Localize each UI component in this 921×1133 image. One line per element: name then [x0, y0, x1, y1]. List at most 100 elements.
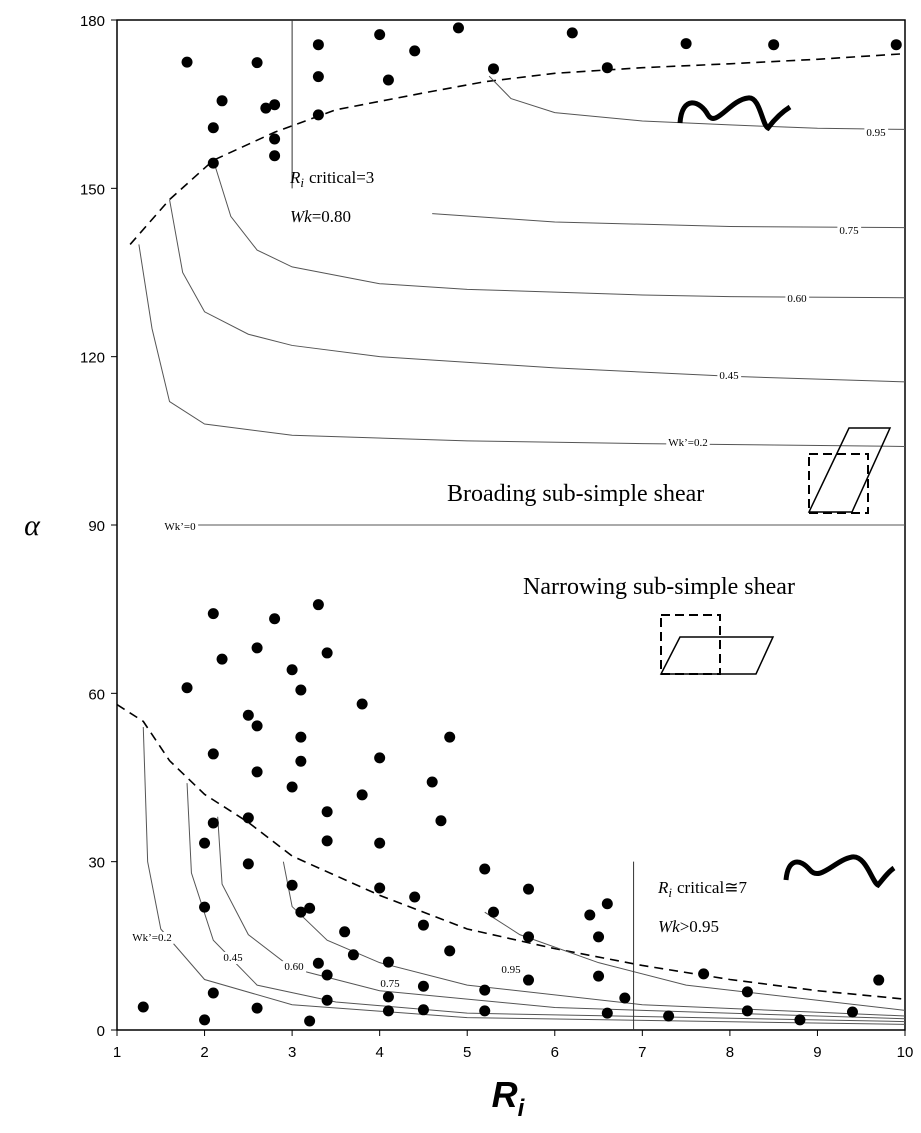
x-tick-label: 1 — [113, 1044, 121, 1061]
contour-line — [217, 816, 906, 1020]
data-point — [339, 926, 351, 938]
contour-label-bg — [499, 964, 524, 976]
annotation-text: Broading sub-simple shear — [447, 481, 704, 507]
data-point — [347, 949, 359, 961]
data-point — [321, 647, 333, 659]
wave-icon — [677, 95, 792, 132]
data-point — [242, 812, 254, 824]
contour-label: Wk’=0.2 — [668, 437, 708, 449]
annotation-symbol: R — [657, 878, 669, 897]
data-point — [593, 970, 605, 982]
data-point — [304, 902, 316, 914]
data-point — [444, 945, 456, 957]
data-point — [374, 752, 386, 764]
data-point — [321, 835, 333, 847]
contour-label: Wk’=0 — [164, 521, 196, 533]
data-point — [479, 863, 491, 875]
y-tick-label: 150 — [80, 181, 105, 198]
contour-label: 0.45 — [719, 370, 739, 382]
data-point — [873, 974, 885, 986]
boundary-line — [116, 703, 906, 1000]
data-point — [382, 1005, 394, 1017]
data-point — [251, 1002, 263, 1014]
x-tick-label: 7 — [638, 1044, 646, 1061]
data-point — [216, 95, 228, 107]
x-tick-label: 4 — [375, 1044, 383, 1061]
data-point — [295, 731, 307, 743]
data-point — [356, 789, 368, 801]
contour-label-bg — [282, 961, 307, 973]
data-point — [207, 987, 219, 999]
data-point — [312, 71, 324, 83]
data-point — [321, 806, 333, 818]
annotation-text: =0.80 — [312, 207, 351, 226]
annotation-sub: i — [300, 175, 304, 190]
data-point — [417, 1004, 429, 1016]
data-point — [417, 919, 429, 931]
y-tick-label: 180 — [80, 13, 105, 30]
x-tick-label: 6 — [551, 1044, 559, 1061]
contour-label: 0.95 — [866, 127, 886, 139]
contour-label-bg — [378, 978, 403, 990]
data-point — [207, 748, 219, 760]
data-point — [312, 109, 324, 121]
annotation-text: >0.95 — [680, 917, 719, 936]
data-point — [295, 906, 307, 918]
contour-label: 0.75 — [839, 225, 859, 237]
data-point — [251, 642, 263, 654]
plot-area — [116, 20, 906, 1030]
data-point — [260, 102, 272, 114]
contour-label-bg — [130, 932, 174, 944]
data-point — [374, 29, 386, 41]
x-axis-label: Ri — [492, 1074, 526, 1122]
data-point — [269, 133, 281, 145]
data-point — [741, 986, 753, 998]
data-point — [409, 45, 421, 57]
data-point — [479, 984, 491, 996]
data-point — [269, 613, 281, 625]
square-dashed — [808, 453, 869, 514]
data-point — [794, 1014, 806, 1026]
contour-label-bg — [666, 437, 710, 449]
contour-line — [186, 783, 906, 1023]
data-point — [269, 150, 281, 162]
contour-line — [212, 160, 906, 299]
annotation: Wk=0.80 — [290, 207, 351, 226]
annotation: Ri critical=3 — [289, 168, 374, 190]
data-point — [286, 781, 298, 793]
contour-line — [432, 213, 906, 229]
contour-line — [484, 911, 906, 1011]
contour-label-bg — [785, 293, 810, 305]
data-point — [251, 766, 263, 778]
boundary-line — [129, 52, 906, 245]
data-point — [584, 909, 596, 921]
data-point — [207, 157, 219, 169]
data-point — [382, 991, 394, 1003]
data-point — [312, 957, 324, 969]
data-point — [181, 56, 193, 68]
contour-line — [138, 244, 906, 447]
contour-line — [488, 75, 906, 130]
x-axis-label-symbol: R — [492, 1074, 518, 1115]
data-point — [417, 980, 429, 992]
annotation-symbol: R — [289, 168, 301, 187]
annotation-symbol: Wk — [290, 207, 312, 226]
data-point — [295, 684, 307, 696]
data-point — [523, 931, 535, 943]
contour-line — [169, 199, 906, 383]
data-point — [181, 682, 193, 694]
y-tick-label: 120 — [80, 350, 105, 367]
annotation-text: critical≅7 — [677, 878, 747, 897]
annotation: Ri critical≅7 — [657, 878, 747, 900]
data-point — [601, 62, 613, 74]
contour-label: 0.75 — [380, 978, 400, 990]
data-point — [487, 906, 499, 918]
y-tick-label: 90 — [88, 518, 105, 535]
contour-label-bg — [221, 952, 246, 964]
annotation: Narrowing sub-simple shear — [523, 574, 795, 600]
data-point — [374, 882, 386, 894]
data-point — [382, 956, 394, 968]
x-axis-label-sub: i — [518, 1095, 526, 1122]
